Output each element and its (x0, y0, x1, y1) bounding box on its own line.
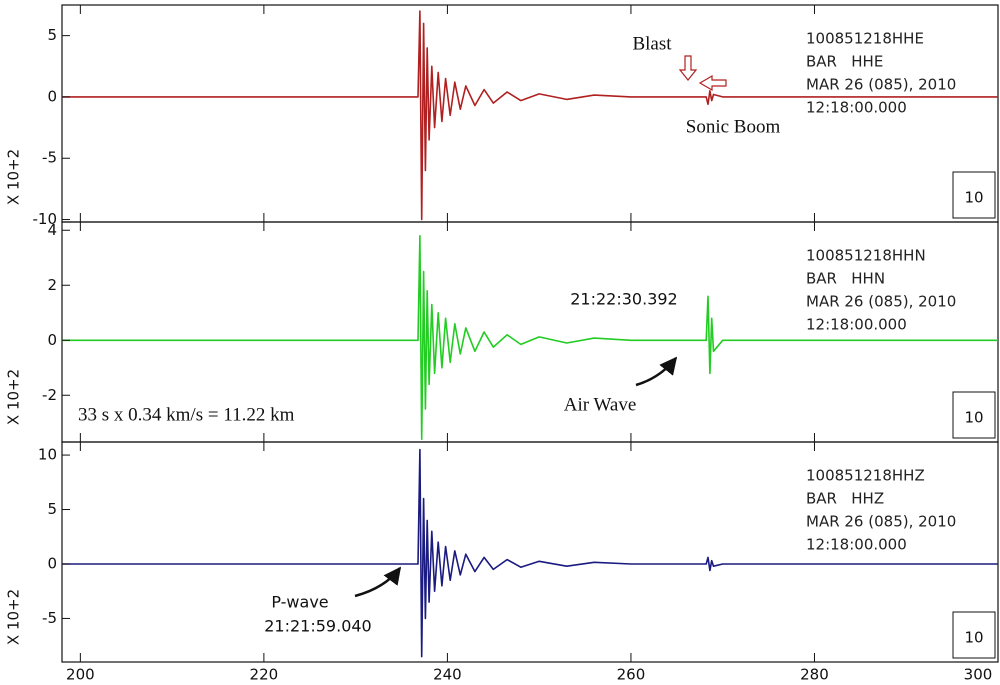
y-tick-label: -5 (42, 609, 57, 627)
station-info: 12:18:00.000 (806, 99, 907, 117)
scale-box (952, 171, 996, 219)
y-tick-label: 5 (47, 26, 57, 44)
scale-box (952, 611, 996, 659)
y-tick-label: 5 (47, 500, 57, 518)
pwave-arrow (354, 566, 402, 598)
station-info: BAR HHZ (806, 490, 884, 508)
x-tick-label: 300 (964, 666, 993, 684)
waveform (62, 235, 998, 441)
airwave-arrow (635, 356, 678, 387)
scale-box-label: 10 (964, 189, 983, 207)
station-info: 100851218HHN (806, 247, 926, 265)
y-tick-label: -10 (33, 210, 58, 228)
x-tick-label: 200 (66, 666, 95, 684)
y-tick-label: -2 (42, 386, 57, 404)
station-info: 100851218HHZ (806, 467, 925, 485)
annotation: 21:21:59.040 (264, 617, 371, 636)
scale-box-label: 10 (964, 629, 983, 647)
scale-box (952, 391, 996, 439)
annotation: Sonic Boom (686, 116, 781, 137)
waveform (62, 448, 998, 658)
y-axis-label: X 10+2 (5, 369, 23, 425)
x-tick-label: 260 (617, 666, 646, 684)
x-tick-label: 220 (250, 666, 279, 684)
panel-frame (61, 441, 999, 663)
annotation: Blast (632, 33, 672, 54)
x-tick-label: 280 (800, 666, 829, 684)
y-tick-label: 0 (47, 331, 57, 349)
station-info: 12:18:00.000 (806, 316, 907, 334)
y-tick-label: 4 (47, 221, 57, 239)
waveform (62, 10, 998, 221)
y-axis-label: X 10+2 (5, 149, 23, 205)
station-info: MAR 26 (085), 2010 (806, 513, 956, 531)
scale-box-label: 10 (964, 409, 983, 427)
y-tick-label: 0 (47, 87, 57, 105)
y-tick-label: 10 (38, 446, 57, 464)
y-tick-label: 2 (47, 276, 57, 294)
y-tick-label: -5 (42, 149, 57, 167)
station-info: MAR 26 (085), 2010 (806, 293, 956, 311)
annotation: 21:22:30.392 (570, 290, 677, 309)
station-info: BAR HHE (806, 53, 883, 71)
y-tick-label: 0 (47, 554, 57, 572)
station-info: MAR 26 (085), 2010 (806, 76, 956, 94)
blast-arrow (678, 55, 698, 81)
boom-arrow (698, 74, 727, 92)
annotation: P-wave (271, 593, 328, 612)
station-info: 100851218HHE (806, 30, 924, 48)
station-info: 12:18:00.000 (806, 536, 907, 554)
annotation: Air Wave (564, 394, 637, 415)
x-tick-label: 240 (433, 666, 462, 684)
station-info: BAR HHN (806, 270, 885, 288)
annotation: 33 s x 0.34 km/s = 11.22 km (78, 404, 295, 425)
y-axis-label: X 10+2 (5, 589, 23, 645)
